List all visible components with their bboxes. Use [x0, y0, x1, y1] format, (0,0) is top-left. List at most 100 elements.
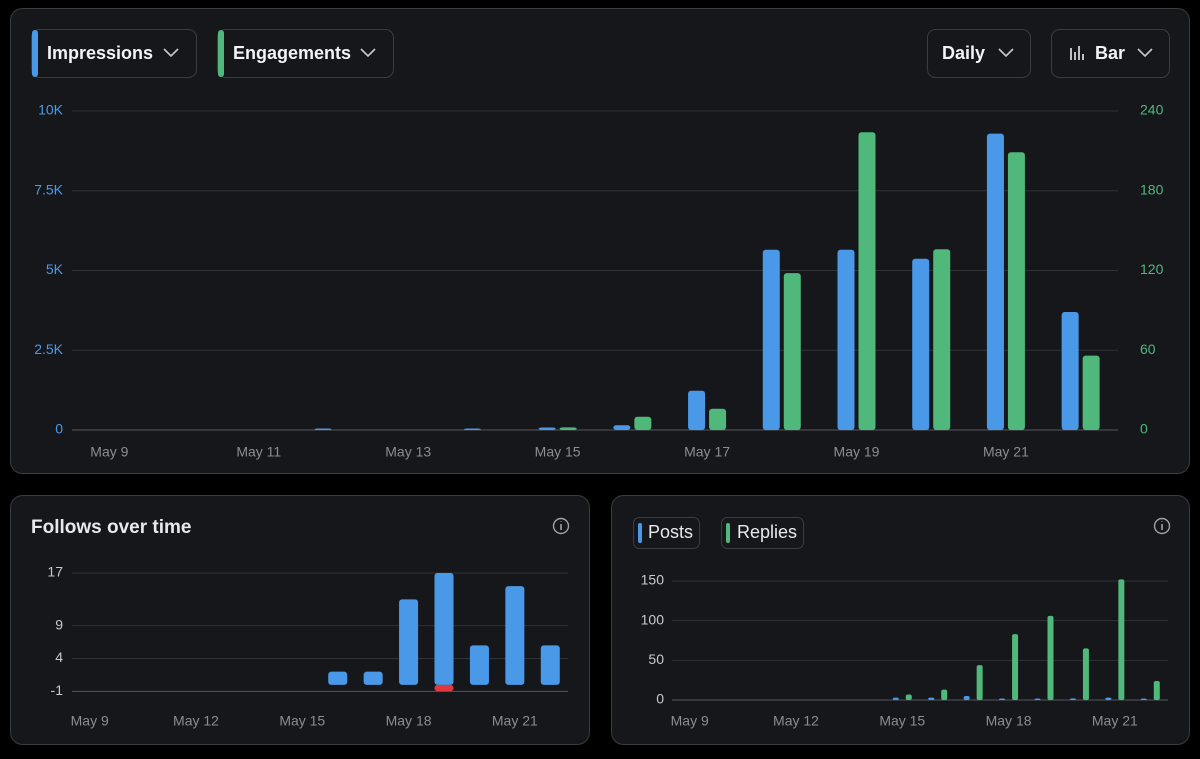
- x-tick-label: May 21: [492, 713, 538, 729]
- bar: [559, 427, 577, 430]
- button-bg[interactable]: [721, 517, 804, 549]
- chevron: [1137, 48, 1153, 58]
- bar: [1105, 697, 1112, 700]
- bar: [941, 689, 948, 700]
- bar: [688, 390, 706, 430]
- bar: [1061, 311, 1079, 430]
- x-tick-label: May 12: [173, 713, 219, 729]
- bar: [1140, 698, 1147, 700]
- y-tick-label: 50: [648, 651, 664, 667]
- bar: [709, 408, 727, 430]
- button-label[interactable]: Engagements: [233, 43, 351, 63]
- series-swatch: [218, 30, 224, 77]
- bar: [986, 133, 1004, 431]
- chevron: [163, 48, 179, 58]
- interval-select[interactable]: Daily: [927, 29, 1031, 78]
- chart-title: Follows over time: [31, 517, 191, 538]
- y-tick-label: 100: [641, 611, 665, 627]
- main-panel: [10, 8, 1190, 474]
- bar: [1082, 355, 1100, 430]
- button-label[interactable]: Bar: [1095, 43, 1125, 63]
- bar: [1153, 680, 1160, 700]
- bar: [634, 416, 652, 430]
- replies-toggle[interactable]: Replies: [721, 517, 804, 549]
- impressions-select[interactable]: Impressions: [31, 29, 197, 78]
- y2-tick-label: 240: [1140, 102, 1164, 118]
- bar: [328, 671, 348, 685]
- y-tick-label: 150: [641, 572, 665, 588]
- bar: [905, 694, 912, 700]
- y-tick-label: 2.5K: [34, 341, 63, 357]
- bar: [1007, 152, 1025, 430]
- bar: [434, 684, 454, 692]
- bar: [1047, 615, 1054, 700]
- bar: [1118, 579, 1125, 700]
- bar: [399, 599, 419, 685]
- series-swatch: [32, 30, 38, 77]
- bar: [469, 645, 489, 685]
- bar: [837, 249, 855, 430]
- y-tick-label: 17: [47, 564, 63, 580]
- x-tick-label: May 12: [773, 713, 819, 729]
- bar: [314, 428, 332, 430]
- y2-tick-label: 120: [1140, 261, 1164, 277]
- bar: [434, 573, 454, 685]
- bar: [928, 697, 935, 700]
- legend-label[interactable]: Replies: [737, 522, 797, 542]
- bar: [1034, 698, 1041, 700]
- bar: [1012, 634, 1019, 700]
- x-tick-label: May 9: [90, 444, 128, 460]
- posts-toggle[interactable]: Posts: [633, 517, 700, 549]
- info-circle[interactable]: [1153, 517, 1171, 535]
- legend-label[interactable]: Posts: [648, 522, 693, 542]
- x-tick-label: May 9: [671, 713, 709, 729]
- x-tick-label: May 21: [983, 444, 1029, 460]
- bar: [892, 697, 899, 700]
- series-swatch: [638, 523, 642, 543]
- x-tick-label: May 15: [879, 713, 925, 729]
- y2-tick-label: 180: [1140, 181, 1164, 197]
- bar: [1069, 698, 1076, 700]
- y-tick-label: -1: [51, 682, 64, 698]
- bar: [1082, 648, 1089, 700]
- info-icon[interactable]: [1153, 517, 1171, 535]
- button-bg[interactable]: [217, 29, 394, 78]
- bar: [999, 698, 1006, 700]
- bar: [463, 428, 481, 430]
- chevron: [360, 48, 376, 58]
- bar: [505, 586, 525, 685]
- x-tick-label: May 17: [684, 444, 730, 460]
- chevron: [998, 48, 1014, 58]
- posts-panel: [611, 495, 1190, 745]
- engagements-select[interactable]: Engagements: [217, 29, 394, 78]
- x-tick-label: May 19: [834, 444, 880, 460]
- y-tick-label: 0: [55, 421, 63, 437]
- x-tick-label: May 18: [386, 713, 432, 729]
- x-tick-label: May 15: [535, 444, 581, 460]
- button-bg[interactable]: [633, 517, 700, 549]
- series-swatch: [726, 523, 730, 543]
- button-bg[interactable]: [927, 29, 1031, 78]
- button-label[interactable]: Impressions: [47, 43, 153, 63]
- bar: [363, 671, 383, 685]
- button-label[interactable]: Daily: [942, 43, 985, 63]
- bar: [912, 258, 930, 430]
- bar: [613, 425, 631, 430]
- bar: [858, 132, 876, 430]
- x-tick-label: May 11: [236, 444, 281, 460]
- y-tick-label: 5K: [46, 261, 64, 277]
- bar: [538, 427, 556, 430]
- chart-style-select[interactable]: Bar: [1051, 29, 1170, 78]
- y-tick-label: 9: [55, 616, 63, 632]
- y-tick-label: 10K: [38, 102, 64, 118]
- button-bg[interactable]: [31, 29, 197, 78]
- info-icon[interactable]: [552, 517, 570, 535]
- y-tick-label: 7.5K: [34, 181, 63, 197]
- y-tick-label: 0: [656, 691, 664, 707]
- y2-tick-label: 60: [1140, 341, 1156, 357]
- bar: [783, 273, 801, 430]
- bar-icon: [1070, 46, 1084, 60]
- info-circle[interactable]: [552, 517, 570, 535]
- button-bg[interactable]: [1051, 29, 1170, 78]
